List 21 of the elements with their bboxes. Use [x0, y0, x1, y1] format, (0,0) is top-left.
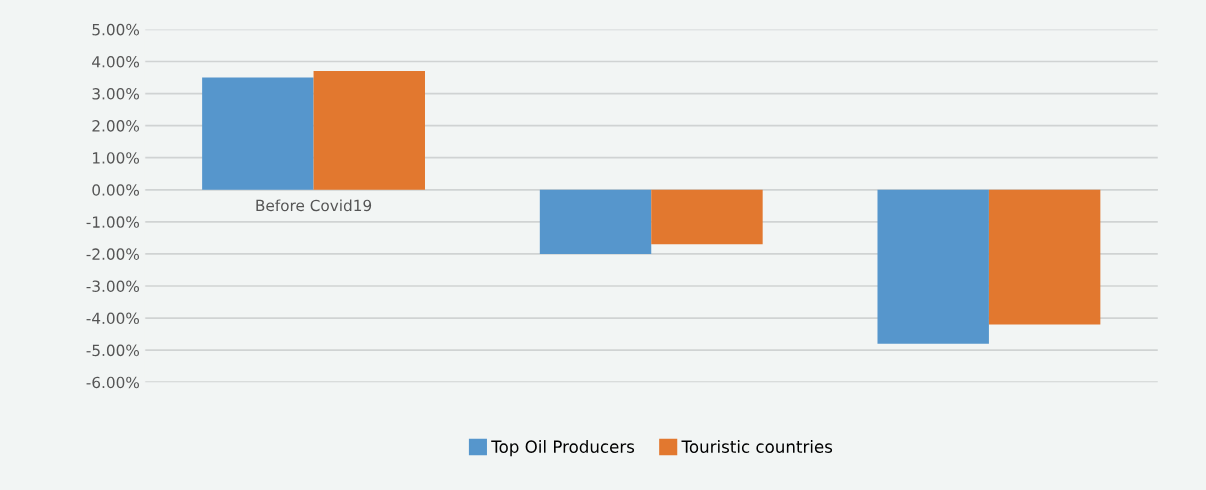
bar	[877, 189, 989, 344]
legend-label: Touristic countries	[681, 440, 833, 453]
bar	[313, 71, 425, 190]
y-tick-label: -5.00%	[86, 344, 140, 357]
legend-label: Top Oil Producers	[491, 440, 635, 457]
y-tick-label: 0.00%	[92, 184, 140, 196]
y-tick-label: 1.00%	[93, 152, 140, 164]
bar	[651, 189, 763, 245]
bar	[202, 77, 314, 190]
y-tick-label: -3.00%	[86, 280, 140, 292]
y-tick-label: 5.00%	[92, 23, 140, 36]
y-tick-label: -2.00%	[86, 248, 140, 260]
y-tick-label: 4.00%	[92, 55, 140, 68]
bar	[539, 189, 652, 254]
y-tick-label: 2.00%	[92, 120, 140, 132]
y-tick-label: 3.00%	[92, 88, 140, 100]
bar	[988, 189, 1101, 325]
x-tick-label: Before Covid19	[256, 199, 372, 212]
y-tick-label: -1.00%	[86, 216, 140, 228]
y-tick-label: -6.00%	[86, 376, 140, 389]
y-tick-label: -4.00%	[86, 312, 140, 325]
